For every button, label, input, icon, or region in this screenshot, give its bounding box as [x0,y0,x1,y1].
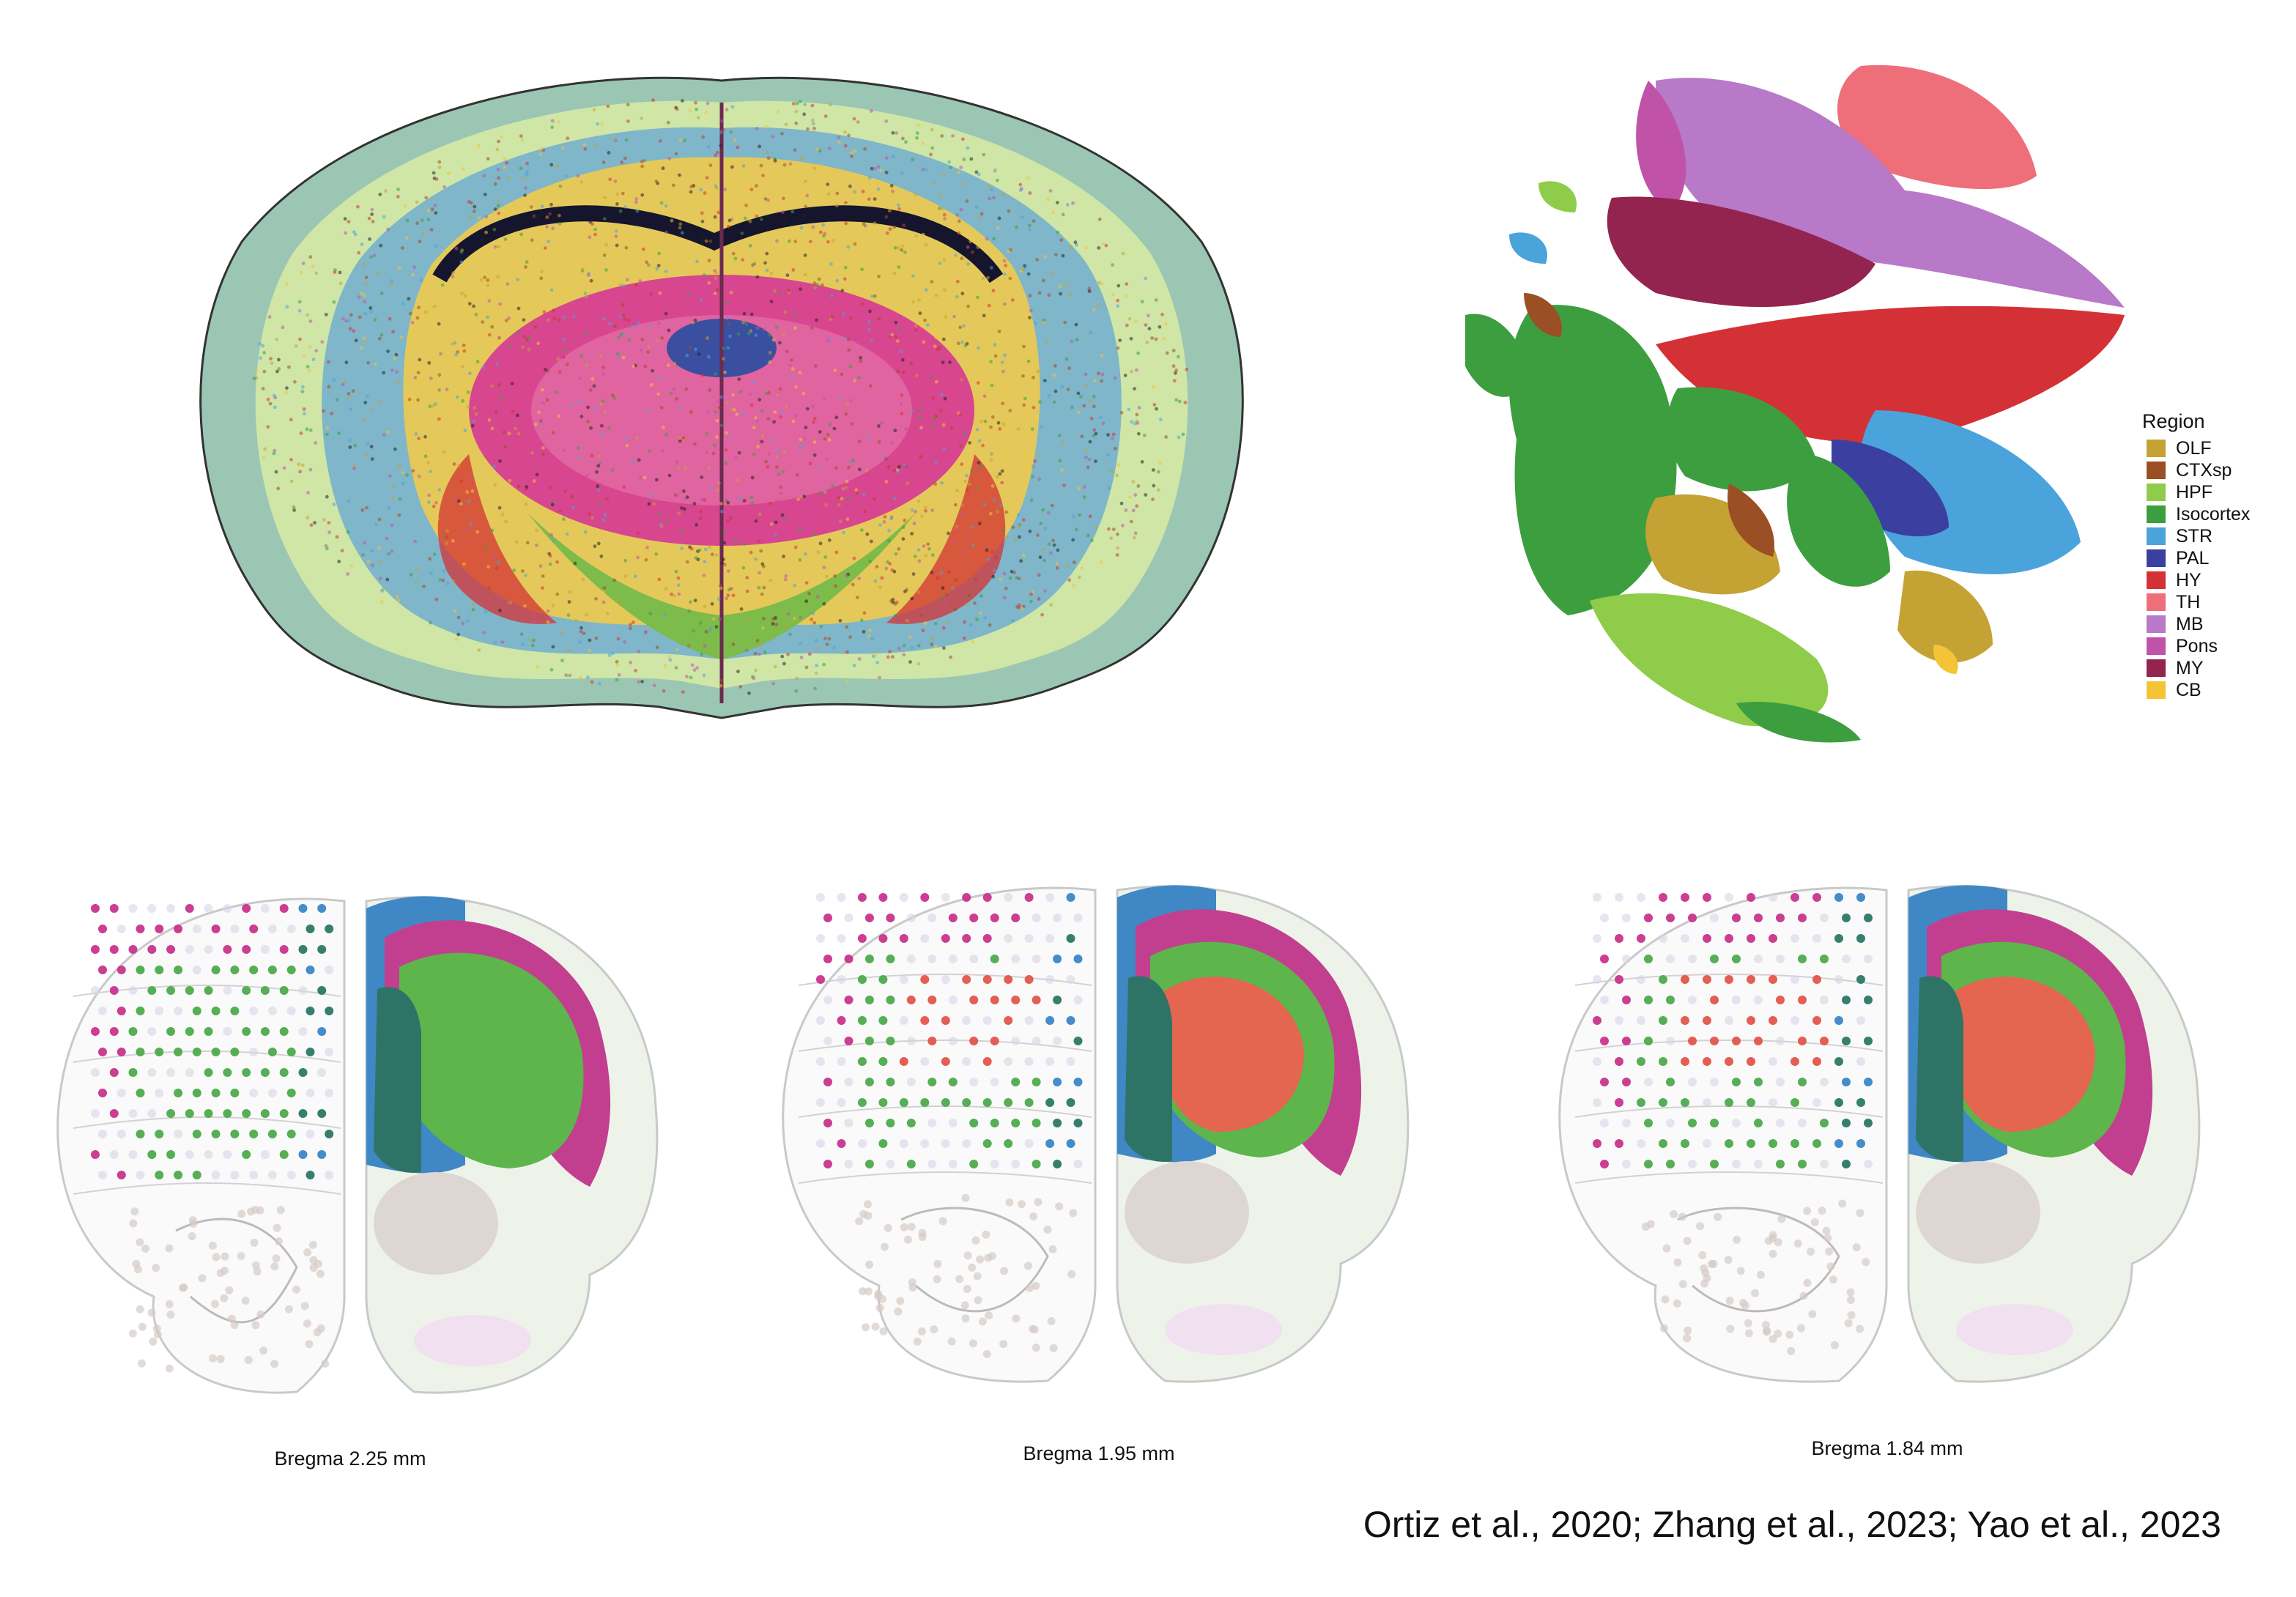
umap-plot [1465,64,2125,743]
umap-cluster-CTXsp [1727,483,1774,557]
legend-label: CB [2176,680,2201,700]
legend-item-mb: MB [2147,614,2204,634]
legend-item-th: TH [2147,592,2200,612]
legend-label: HY [2176,570,2201,590]
umap-cluster-TH [1837,64,2037,190]
legend-item-pons: Pons [2147,636,2218,656]
umap-cluster-CB [1933,645,1958,674]
legend-label: MB [2176,614,2204,634]
legend-item-olf: OLF [2147,438,2212,459]
cell-speckle [252,98,1189,695]
legend-item-my: MY [2147,658,2204,678]
umap-cluster-MY [1607,196,1875,308]
legend-label: STR [2176,526,2212,546]
legend-item-pal: PAL [2147,548,2209,568]
legend-label: MY [2176,658,2204,678]
legend-label: HPF [2176,482,2212,503]
legend-item-isocortex: Isocortex [2147,504,2251,525]
coronal-section-spatial-map [199,76,1244,719]
section-label-3: Bregma 1.84 mm [1811,1437,1963,1459]
atlas-section-3 [1558,885,2201,1383]
legend-label: Isocortex [2176,504,2251,525]
legend-item-hpf: HPF [2147,482,2212,503]
atlas-section-2 [782,885,1410,1383]
legend-item-str: STR [2147,526,2212,546]
umap-cluster-Pons [1636,81,1686,212]
hippocampus-arc [432,205,1004,284]
legend-label: TH [2176,592,2200,612]
legend-item-ctxsp: CTXsp [2147,460,2232,481]
legend-label: Pons [2176,636,2218,656]
spatial-spots [91,904,334,1373]
section-label-2: Bregma 1.95 mm [1023,1442,1174,1464]
atlas-section-1 [56,896,659,1394]
citation-text: Ortiz et al., 2020; Zhang et al., 2023; … [1363,1504,2221,1545]
legend-label: CTXsp [2176,460,2232,481]
region-legend: Region OLFCTXspHPFIsocortexSTRPALHYTHMBP… [2142,410,2251,700]
umap-cluster-HPF [1590,593,1829,727]
spatial-spots [1593,893,1873,1355]
umap-cluster-Isocortex [1508,305,1677,615]
legend-label: PAL [2176,548,2209,568]
legend-item-cb: CB [2147,680,2201,700]
spatial-spots [816,893,1083,1358]
legend-title: Region [2142,410,2205,432]
umap-cluster-MB [1656,78,2125,308]
section-label-1: Bregma 2.25 mm [274,1448,426,1470]
legend-label: OLF [2176,438,2212,459]
legend-item-hy: HY [2147,570,2201,590]
